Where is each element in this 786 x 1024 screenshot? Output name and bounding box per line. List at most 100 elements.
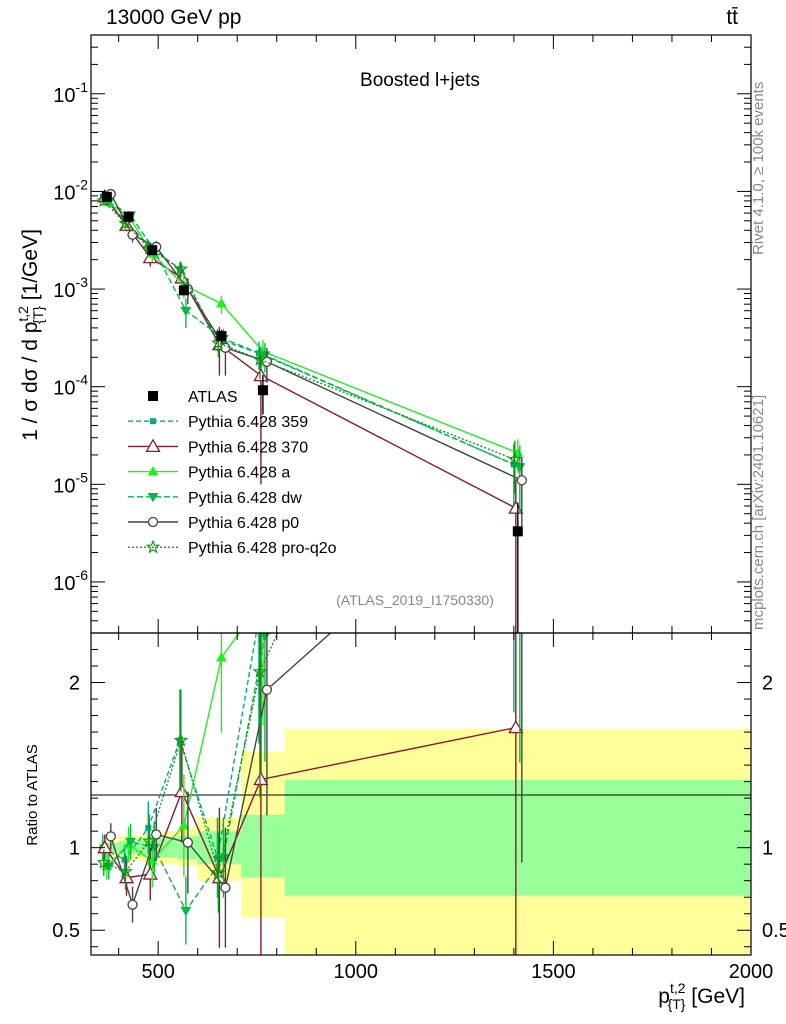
- legend-marker: [147, 516, 159, 528]
- ratio-series-point: [514, 258, 525, 267]
- ratio-series-point: [121, 856, 128, 863]
- series-5: [96, 193, 523, 494]
- series-point: [259, 351, 271, 361]
- ratio-series-point: [96, 855, 112, 869]
- series-point: [180, 306, 192, 317]
- legend-label: Pythia 6.428 370: [188, 439, 308, 456]
- legend-entry-data: ATLAS: [148, 389, 238, 406]
- legend-marker: [148, 391, 158, 401]
- header-process: 13000 GeV pp: [106, 6, 241, 29]
- legend-marker: [150, 418, 156, 425]
- analysis-id: (ATLAS_2019_I1750330): [336, 592, 494, 608]
- ratio-series-point: [118, 864, 133, 878]
- series-point: [253, 367, 269, 382]
- inner-band: [284, 779, 751, 896]
- ratio-series-point: [148, 843, 160, 854]
- series-point: [127, 229, 138, 240]
- series-2: [101, 196, 524, 474]
- ratio-series-point: [180, 906, 192, 917]
- chart-title: Boosted l+jets: [360, 70, 480, 91]
- legend-label: Pythia 6.428 pro-q2o: [188, 540, 337, 557]
- header-channel: tt̄: [726, 6, 738, 29]
- ratio-y-tick-label-right: 2: [762, 673, 773, 695]
- series-point: [516, 475, 527, 486]
- ratio-series-point: [253, 771, 269, 786]
- ratio-uncertainty-bands: [98, 728, 751, 955]
- ratio-series-point: [142, 833, 157, 848]
- ratio-series-5: [96, 106, 520, 913]
- ratio-series-point: [127, 899, 138, 910]
- series-line: [102, 196, 515, 466]
- legend-marker: [145, 539, 161, 554]
- data-point: [147, 245, 158, 256]
- series-line: [104, 196, 517, 509]
- ratio-series-point: [145, 824, 152, 831]
- ratio-y-tick-label: 2: [69, 673, 80, 695]
- ratio-series-point: [182, 837, 194, 848]
- ratio-series-point: [256, 615, 262, 621]
- legend-entry-5: Pythia 6.428 pro-q2o: [128, 539, 337, 557]
- data-point: [101, 191, 112, 202]
- ratio-series-point: [214, 854, 221, 861]
- ratio-series-point: [151, 829, 162, 840]
- y-axis-label: 1 / σ dσ / d pt,2{T} [1/GeV]: [15, 229, 46, 441]
- ratio-series-point: [173, 732, 189, 747]
- ratio-series-point: [178, 820, 190, 830]
- legend-entry-4: Pythia 6.428 p0: [128, 515, 299, 532]
- series-point: [507, 451, 523, 466]
- series-point: [215, 298, 227, 308]
- legend-label: Pythia 6.428 p0: [188, 515, 299, 532]
- legend-label: Pythia 6.428 359: [188, 414, 308, 431]
- x-tick-label: 500: [141, 961, 174, 983]
- y-tick-label: 10-3: [53, 274, 88, 302]
- ratio-series-point: [261, 684, 273, 695]
- axis-ticks: 10-6 10-5 10-4 10-3 10-2 10-1 0.5 0.5 1 1 2 2 500 100…: [52, 34, 786, 983]
- legend-marker: [145, 438, 161, 453]
- ratio-y-tick-label-right: 1: [762, 838, 773, 860]
- x-tick-label: 2000: [729, 961, 774, 983]
- x-tick-label: 1500: [531, 961, 576, 983]
- series-0: [99, 193, 517, 506]
- ratio-series-point: [215, 652, 227, 662]
- legend-label: Pythia 6.428 a: [188, 465, 290, 482]
- ratio-y-tick-label: 0.5: [52, 920, 80, 942]
- ratio-series-point: [105, 831, 116, 842]
- y-tick-label: 10-5: [53, 469, 88, 497]
- ratio-series-point: [97, 839, 113, 854]
- legend-label: Pythia 6.428 dw: [188, 490, 302, 507]
- data-point: [123, 211, 134, 222]
- series-point: [176, 266, 183, 273]
- legend-marker: [147, 466, 159, 476]
- series-point: [211, 335, 226, 350]
- ratio-series-point: [508, 719, 524, 734]
- ratio-y-tick-label: 1: [69, 838, 80, 860]
- series-line: [103, 200, 516, 461]
- data-point: [257, 385, 268, 396]
- ratio-series-point: [509, 106, 520, 117]
- ratio-series-point: [257, 594, 268, 603]
- mcplots-label: mcplots.cern.ch [arXiv:2401.10621]: [750, 395, 767, 630]
- series-4: [105, 188, 527, 536]
- legend-marker: [147, 492, 159, 503]
- y-tick-label: 10-2: [53, 176, 88, 204]
- ratio-series-point: [211, 865, 226, 879]
- data-series: [101, 191, 523, 633]
- inner-band: [158, 837, 178, 858]
- data-point: [178, 285, 189, 296]
- legend-entry-3: Pythia 6.428 dw: [128, 490, 302, 507]
- ratio-series-4: [105, 633, 523, 948]
- series-point: [173, 261, 189, 276]
- ratio-y-axis-label: Ratio to ATLAS: [24, 744, 41, 845]
- y-tick-label: 10-1: [53, 79, 88, 107]
- series-point: [508, 500, 524, 514]
- ratio-series-point: [220, 882, 231, 893]
- ratio-series-point: [174, 783, 190, 798]
- legend-entry-2: Pythia 6.428 a: [128, 465, 290, 482]
- legend-entry-0: Pythia 6.428 359: [128, 414, 308, 431]
- data-point: [512, 526, 523, 537]
- top-panel-series: [96, 188, 527, 633]
- ratio-series-point: [142, 866, 158, 880]
- rivet-label: Rivet 4.1.0, ≥ 100k events: [750, 82, 767, 255]
- y-tick-label: 10-6: [53, 567, 88, 595]
